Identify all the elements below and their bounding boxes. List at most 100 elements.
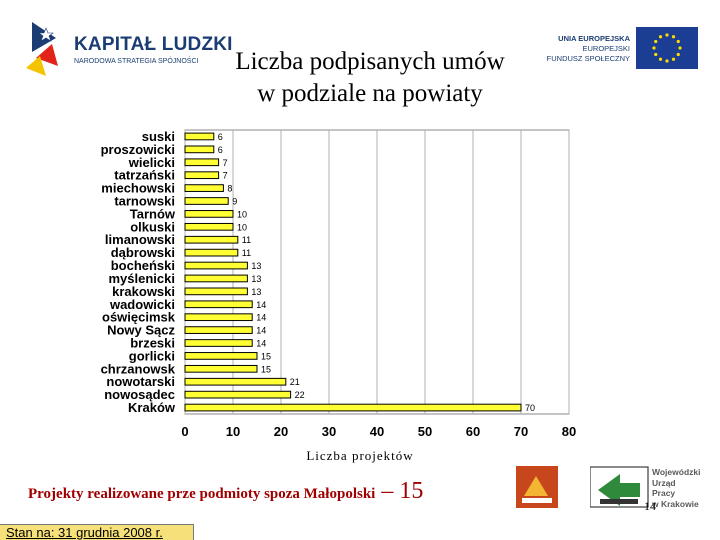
eu-star <box>658 57 663 61</box>
bar <box>184 287 248 296</box>
category-label: chrzanowsk <box>101 361 176 376</box>
bar <box>184 222 234 231</box>
footer-note-text: Projekty realizowane prze podmioty spoza… <box>28 486 376 502</box>
data-label: 6 <box>218 132 223 142</box>
eu-star <box>676 39 680 44</box>
logo-red-shape <box>36 44 58 66</box>
x-tick-label: 70 <box>514 424 528 439</box>
logo-subtitle: NARODOWA STRATEGIA SPÓJNOŚCI <box>74 58 199 65</box>
bar <box>184 235 239 244</box>
data-label: 13 <box>251 261 261 271</box>
x-tick-label: 0 <box>181 424 188 439</box>
wup-logo <box>590 466 649 508</box>
data-label: 14 <box>256 326 266 336</box>
bar <box>184 248 239 257</box>
page-number: 14 <box>644 499 656 513</box>
date-status-label: Stan na: 31 grudnia 2008 r. <box>0 524 194 540</box>
category-label: olkuski <box>130 219 175 234</box>
wup-name: Wojewódzki Urząd Pracy w Krakowie <box>652 467 701 509</box>
data-label: 21 <box>290 377 300 387</box>
bar <box>184 377 287 386</box>
page-title: Liczba podpisanych umów w podziale na po… <box>200 46 540 110</box>
bar <box>184 261 248 270</box>
logo-yellow-shape <box>26 56 46 76</box>
data-label: 7 <box>223 158 228 168</box>
data-label: 15 <box>261 351 271 361</box>
eu-star <box>676 52 680 57</box>
x-tick-label: 10 <box>226 424 240 439</box>
bar <box>184 184 224 192</box>
data-label: 11 <box>242 248 251 258</box>
bar <box>184 132 215 141</box>
bar <box>184 300 253 309</box>
bar-chart: suskiproszowickiwielickitatrzańskimiecho… <box>101 129 577 439</box>
data-label: 14 <box>256 339 266 349</box>
eu-star <box>678 46 682 50</box>
eu-star <box>654 39 658 44</box>
x-tick-label: 30 <box>322 424 336 439</box>
data-label: 14 <box>256 300 266 310</box>
bar <box>184 145 215 154</box>
eu-line-2: EUROPEJSKI <box>582 44 630 53</box>
category-label: nowosądec <box>104 387 175 402</box>
category-label: gorlicki <box>129 348 175 363</box>
data-label: 13 <box>251 274 261 284</box>
data-label: 14 <box>256 313 266 323</box>
malopolska-logo <box>516 466 558 508</box>
bar <box>184 339 253 347</box>
data-label: 8 <box>227 184 232 194</box>
title-line-1: Liczba podpisanych umów <box>235 48 505 75</box>
eu-star <box>665 59 669 63</box>
data-label: 7 <box>223 171 228 181</box>
bar <box>184 403 522 412</box>
category-label: bocheński <box>111 258 175 273</box>
bar <box>184 390 292 399</box>
bar <box>184 313 253 322</box>
eu-line-1: UNIA EUROPEJSKA <box>558 34 630 43</box>
category-label: wielicki <box>128 155 175 170</box>
x-tick-label: 50 <box>418 424 432 439</box>
x-tick-label: 60 <box>466 424 480 439</box>
bar <box>184 197 229 205</box>
data-label: 9 <box>232 197 237 207</box>
bar <box>184 364 258 373</box>
eu-star <box>652 46 656 50</box>
category-label: proszowicki <box>101 142 175 157</box>
kapital-ludzki-logo <box>24 20 70 76</box>
category-label: Kraków <box>128 400 176 415</box>
eu-star <box>671 57 676 61</box>
data-label: 13 <box>251 287 261 297</box>
category-label: wadowicki <box>109 297 175 312</box>
bar <box>184 171 220 180</box>
category-label: limanowski <box>105 232 175 247</box>
data-label: 10 <box>237 209 247 219</box>
category-label: nowotarski <box>106 374 175 389</box>
x-tick-label: 80 <box>562 424 576 439</box>
category-label: tarnowski <box>114 194 175 209</box>
category-label: tatrzański <box>114 168 175 183</box>
category-label: dąbrowski <box>111 245 175 260</box>
category-label: suski <box>142 129 175 144</box>
data-label: 6 <box>218 145 223 155</box>
category-label: oświęcimsk <box>102 310 176 325</box>
logo-name: KAPITAŁ LUDZKI <box>74 34 233 55</box>
category-label: myślenicki <box>109 271 176 286</box>
eu-star <box>654 52 658 57</box>
eu-star <box>671 35 676 39</box>
category-label: Tarnów <box>130 206 176 221</box>
eu-star <box>658 35 663 39</box>
x-tick-label: 40 <box>370 424 384 439</box>
footer-note: Projekty realizowane prze podmioty spoza… <box>28 478 423 505</box>
x-tick-label: 20 <box>274 424 288 439</box>
footer-dash: – <box>375 478 400 504</box>
data-label: 10 <box>237 222 247 232</box>
bar <box>184 210 234 218</box>
bar <box>184 352 258 360</box>
title-line-2: w podziale na powiaty <box>257 80 483 107</box>
category-label: brzeski <box>130 336 175 351</box>
eu-flag-icon <box>636 27 698 69</box>
data-label: 70 <box>525 403 535 413</box>
eu-label: UNIA EUROPEJSKA EUROPEJSKI FUNDUSZ SPOŁE… <box>538 34 630 64</box>
eu-line-3: FUNDUSZ SPOŁECZNY <box>546 54 630 63</box>
x-axis-title: Liczba projektów <box>306 448 414 463</box>
